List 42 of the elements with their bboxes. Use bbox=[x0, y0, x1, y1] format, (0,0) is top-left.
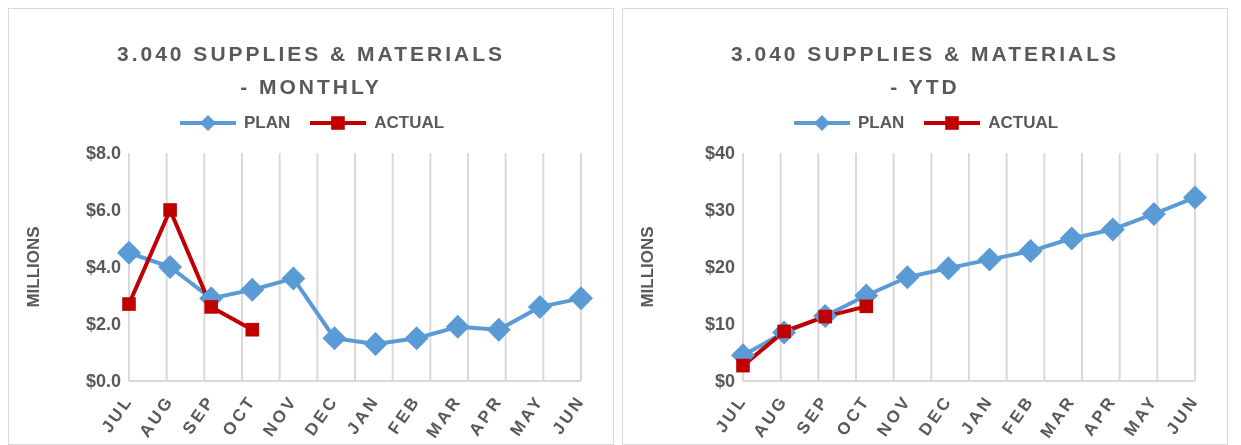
y-tick-label: $40 bbox=[704, 143, 735, 164]
chart-title: 3.040 SUPPLIES & MATERIALS - MONTHLY bbox=[116, 41, 506, 100]
point bbox=[1183, 185, 1207, 210]
point bbox=[895, 265, 920, 290]
y-tick-label: $20 bbox=[704, 257, 735, 278]
legend-label: PLAN bbox=[856, 113, 905, 133]
point bbox=[245, 322, 260, 337]
y-axis-title: MILLIONS bbox=[24, 226, 44, 308]
point bbox=[204, 300, 218, 314]
point bbox=[240, 277, 265, 302]
point bbox=[122, 297, 136, 311]
point bbox=[281, 266, 306, 291]
point bbox=[1059, 226, 1084, 251]
legend-label: PLAN bbox=[242, 113, 291, 133]
legend-label: ACTUAL bbox=[373, 113, 445, 133]
legend-label: ACTUAL bbox=[987, 113, 1059, 133]
point bbox=[569, 286, 593, 311]
y-axis-title: MILLIONS bbox=[638, 226, 658, 308]
y-tick-label: $8.0 bbox=[85, 143, 121, 164]
point bbox=[527, 294, 552, 319]
point bbox=[859, 299, 874, 314]
point bbox=[977, 247, 1002, 272]
chart-title: 3.040 SUPPLIES & MATERIALS - YTD bbox=[730, 41, 1120, 100]
point bbox=[736, 358, 750, 373]
y-tick-label: $2.0 bbox=[85, 314, 121, 335]
point bbox=[486, 317, 511, 342]
point bbox=[1018, 239, 1043, 264]
point bbox=[404, 326, 429, 351]
y-tick-label: $6.0 bbox=[85, 200, 121, 221]
point bbox=[163, 203, 177, 217]
point bbox=[158, 255, 183, 279]
point bbox=[322, 326, 347, 351]
y-tick-label: $0.0 bbox=[85, 371, 121, 392]
point bbox=[445, 314, 470, 339]
point bbox=[1141, 201, 1166, 226]
y-tick-label: $4.0 bbox=[85, 257, 121, 278]
y-tick-label: $30 bbox=[704, 200, 735, 221]
point bbox=[363, 331, 388, 356]
y-tick-label: $10 bbox=[704, 314, 735, 335]
point bbox=[936, 256, 961, 281]
point bbox=[1100, 217, 1125, 242]
y-tick-label: $0 bbox=[714, 371, 735, 392]
